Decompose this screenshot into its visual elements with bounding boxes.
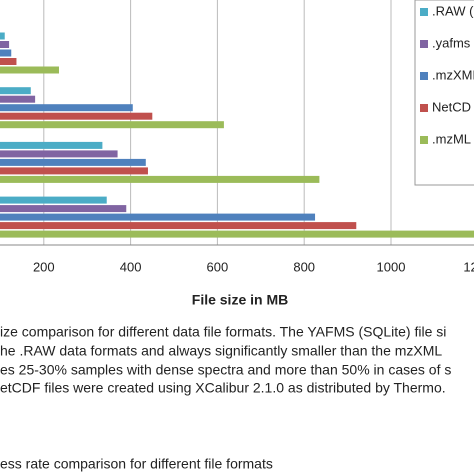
caption-line: ize comparison for different data file f… <box>0 324 446 340</box>
bar <box>0 104 133 112</box>
x-tick-label: 400 <box>120 259 142 274</box>
legend-box <box>414 0 474 186</box>
bar <box>0 213 316 221</box>
x-tick-label: 200 <box>33 259 55 274</box>
caption-line: ess rate comparison for different file f… <box>0 456 273 472</box>
legend-swatch <box>420 8 428 16</box>
bar <box>0 150 118 158</box>
bar <box>0 41 10 48</box>
legend-label: .mzML <box>432 131 471 146</box>
bar <box>0 175 320 183</box>
legend-swatch <box>420 104 428 112</box>
bar <box>0 58 17 65</box>
bar <box>0 66 59 74</box>
bar <box>0 95 36 103</box>
legend-swatch <box>420 40 428 48</box>
bar <box>0 49 12 57</box>
x-tick-label: 600 <box>207 259 229 274</box>
x-axis-label: File size in MB <box>192 292 288 308</box>
legend-label: .RAW ( <box>432 3 474 18</box>
bar <box>0 230 474 238</box>
x-tick-label: 1200 <box>463 259 474 274</box>
bar <box>0 87 31 95</box>
caption-line: he .RAW data formats and always signific… <box>0 343 442 359</box>
legend-label: .yafms <box>432 35 471 50</box>
bar <box>0 158 146 166</box>
x-tick-label: 1000 <box>377 259 406 274</box>
legend-label: NetCD <box>432 99 471 114</box>
bar <box>0 205 127 213</box>
legend-swatch <box>420 136 428 144</box>
bar <box>0 32 5 40</box>
legend-label: .mzXML <box>432 67 474 82</box>
caption-line: es 25-30% samples with dense spectra and… <box>0 362 451 378</box>
caption-line: etCDF files were created using XCalibur … <box>0 380 446 396</box>
legend-swatch <box>420 72 428 80</box>
x-tick-label: 800 <box>293 259 315 274</box>
bar <box>0 121 224 129</box>
bar <box>0 196 107 204</box>
bar <box>0 167 148 175</box>
bar <box>0 112 153 120</box>
bar <box>0 141 103 149</box>
bar <box>0 222 357 230</box>
